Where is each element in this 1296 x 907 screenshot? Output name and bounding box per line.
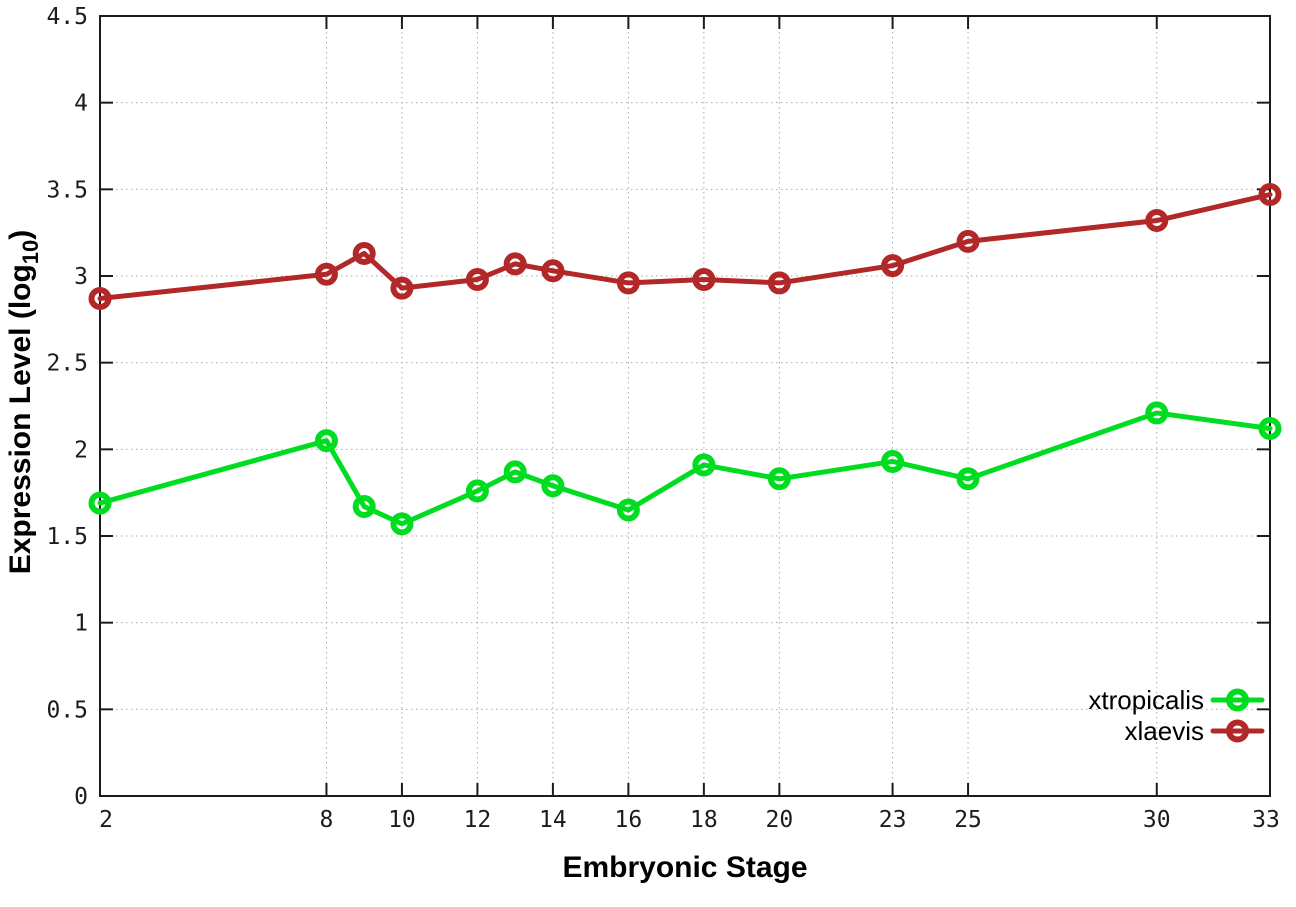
data-point-marker	[692, 453, 716, 477]
x-tick-label: 16	[615, 807, 643, 833]
legend-marker-sample	[1226, 688, 1249, 712]
legend-entry-xlaevis: xlaevis	[1125, 716, 1265, 746]
series-xlaevis	[88, 183, 1282, 311]
legend-label: xlaevis	[1125, 716, 1204, 746]
data-point-marker	[881, 449, 905, 473]
series-xtropicalis	[88, 401, 1282, 536]
data-point-marker	[1258, 183, 1282, 207]
data-point-marker	[390, 512, 414, 536]
data-point-marker	[881, 254, 905, 278]
data-point-marker	[88, 491, 112, 515]
data-point-marker	[616, 498, 640, 522]
legend-entry-xtropicalis: xtropicalis	[1088, 685, 1265, 715]
data-point-marker	[956, 467, 980, 491]
data-point-marker	[767, 271, 791, 295]
x-tick-label: 20	[766, 807, 794, 833]
data-point-marker	[616, 271, 640, 295]
legend-label: xtropicalis	[1088, 685, 1204, 715]
x-tick-label: 33	[1252, 807, 1280, 833]
x-tick-label: 25	[954, 807, 982, 833]
y-tick-label: 4	[74, 91, 88, 117]
x-tick-label: 12	[464, 807, 492, 833]
y-tick-label: 1.5	[46, 524, 88, 550]
data-point-marker	[1145, 209, 1169, 233]
data-point-marker	[88, 287, 112, 311]
series-line	[97, 192, 1273, 302]
x-tick-label: 2	[99, 807, 113, 833]
y-tick-label: 3	[74, 264, 88, 290]
data-point-marker	[503, 460, 527, 484]
axes-layer: 0 0.5 1 1.5 2 2.5 3 3.5 4 4.5 2 8 10 12 14 16 18 20 23 25 30…	[46, 4, 1279, 833]
data-point-marker	[314, 429, 338, 453]
legend-marker-sample	[1226, 719, 1249, 743]
plot-border	[99, 15, 1271, 797]
y-tick-label: 2	[74, 437, 88, 463]
data-point-marker	[390, 276, 414, 300]
y-tick-label: 0	[74, 784, 88, 810]
x-tick-label: 8	[320, 807, 334, 833]
grid-layer	[101, 17, 1269, 795]
series-layer	[88, 183, 1282, 536]
data-point-marker	[352, 241, 376, 265]
y-tick-label: 4.5	[46, 4, 88, 30]
y-axis-title: Expression Level (log10)	[4, 230, 43, 575]
y-tick-label: 2.5	[46, 351, 88, 377]
y-tick-label: 3.5	[46, 177, 88, 203]
x-tick-label: 23	[879, 807, 907, 833]
x-tick-label: 30	[1143, 807, 1171, 833]
x-tick-label: 18	[690, 807, 718, 833]
x-axis-title: Embryonic Stage	[562, 851, 807, 884]
data-point-marker	[1145, 401, 1169, 425]
data-point-marker	[541, 474, 565, 498]
data-point-marker	[767, 467, 791, 491]
x-tick-label: 10	[388, 807, 416, 833]
data-point-marker	[956, 229, 980, 253]
series-line	[97, 410, 1273, 527]
data-point-marker	[1258, 417, 1282, 441]
x-tick-label: 14	[539, 807, 567, 833]
data-point-marker	[314, 262, 338, 286]
y-tick-label: 0.5	[46, 697, 88, 723]
data-point-marker	[465, 267, 489, 291]
data-point-marker	[692, 267, 716, 291]
y-tick-label: 1	[74, 611, 88, 637]
data-point-marker	[352, 495, 376, 519]
data-point-marker	[465, 479, 489, 503]
data-point-marker	[503, 252, 527, 276]
y-axis-title-text: Expression Level (log10)	[4, 230, 43, 575]
data-point-marker	[541, 259, 565, 283]
